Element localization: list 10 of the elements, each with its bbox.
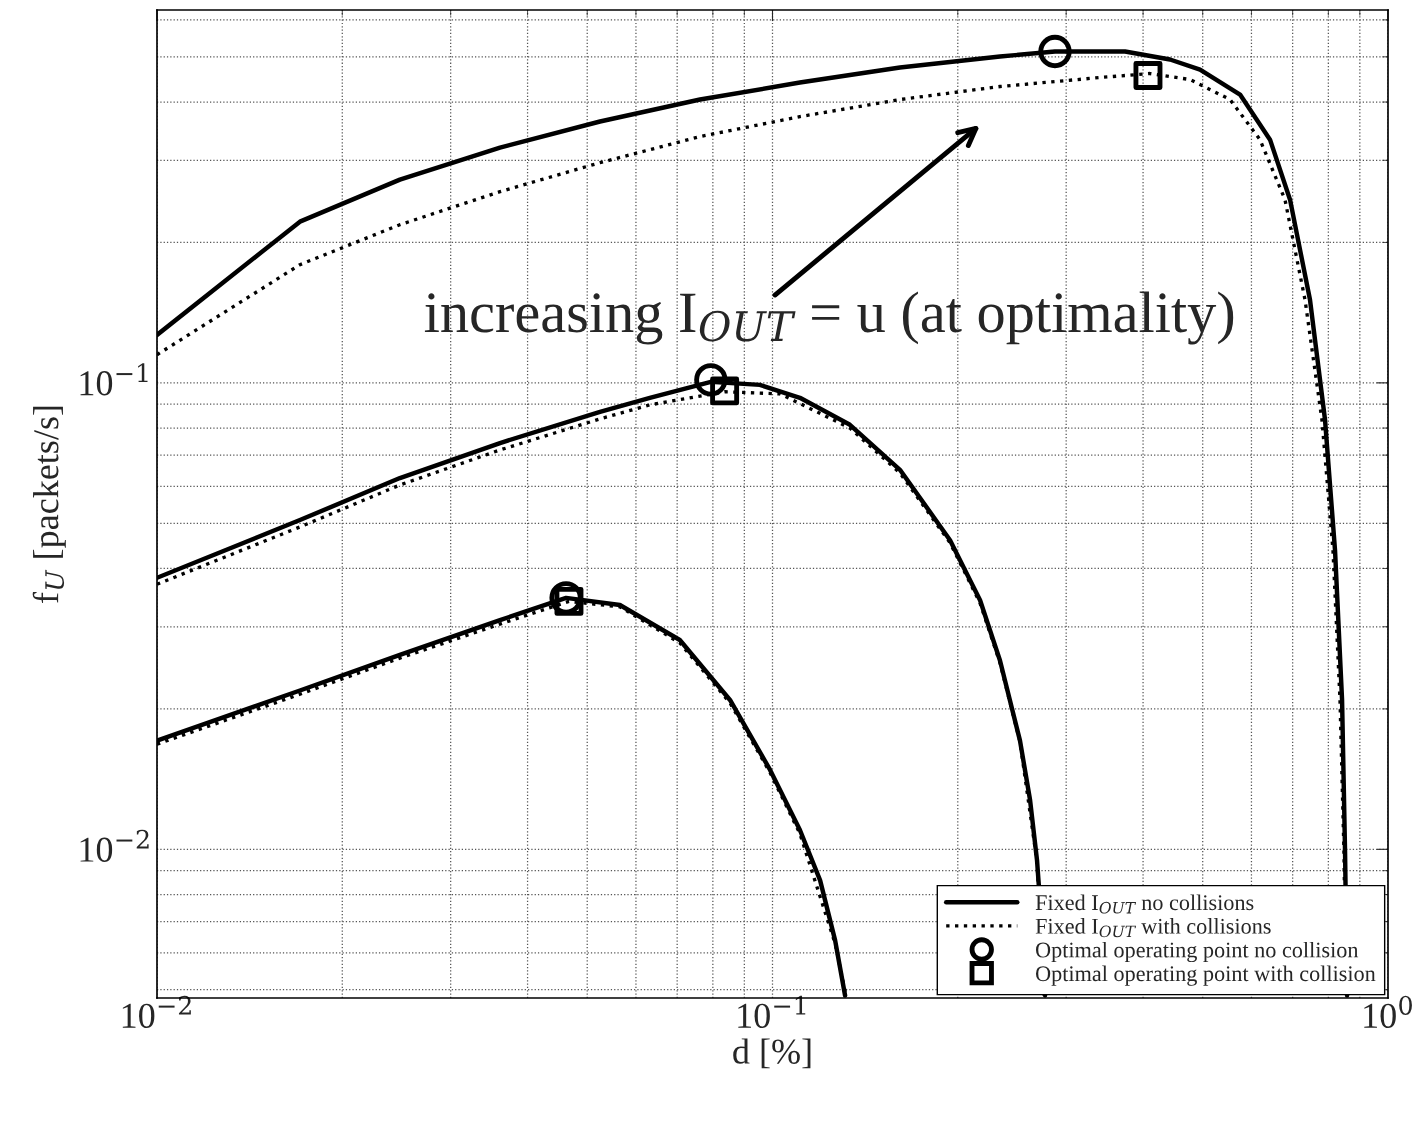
legend-label: Fixed I$_{OUT}$ with collisions: [1035, 918, 1271, 938]
y-axis-title: f$_{U}$ [packets/s]: [32, 406, 66, 603]
x-tick-label: 10$^{0}$: [1364, 995, 1412, 1029]
legend-label: Optimal operating point with collision: [1035, 965, 1376, 986]
x-axis-title: d [%]: [733, 1038, 811, 1069]
x-tick-label: 10$^{−2}$: [122, 995, 191, 1029]
legend-label: Fixed I$_{OUT}$ no collisions: [1035, 894, 1254, 914]
legend-label: Optimal operating point no collision: [1035, 941, 1359, 963]
x-tick-label: 10$^{−1}$: [738, 995, 806, 1029]
annotation: increasing I$_{OUT}$ = u (at optimality): [424, 291, 1234, 345]
